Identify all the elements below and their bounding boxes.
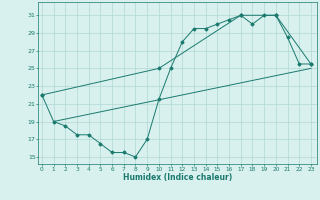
X-axis label: Humidex (Indice chaleur): Humidex (Indice chaleur) <box>123 173 232 182</box>
